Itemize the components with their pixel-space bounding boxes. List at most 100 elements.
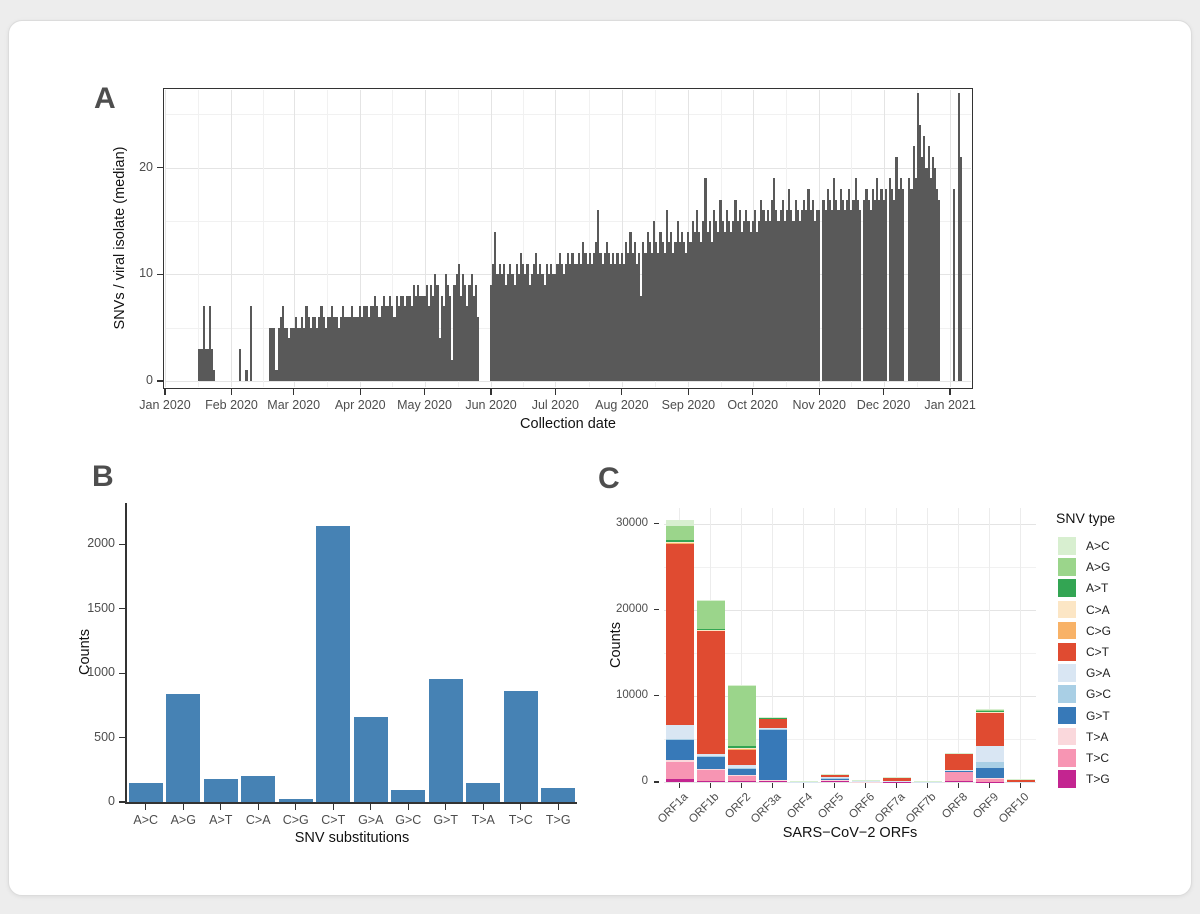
gridline-major (772, 508, 773, 782)
bar (249, 306, 252, 381)
bar (474, 284, 478, 381)
legend-item (1058, 537, 1128, 555)
bar (629, 231, 632, 381)
bar (203, 778, 238, 802)
bar-segment (665, 519, 694, 526)
bar (929, 178, 932, 381)
bar (773, 178, 776, 381)
legend-swatch (1058, 749, 1076, 767)
bar-segment (820, 774, 849, 778)
bar (429, 284, 433, 381)
legend-item (1058, 664, 1128, 682)
x-tick-label: Apr 2020 (334, 398, 386, 412)
y-tick-label: 10000 (616, 688, 648, 701)
bar-segment (665, 525, 694, 540)
gridline-minor (457, 90, 459, 387)
bar-segment (665, 779, 694, 782)
bar-segment (758, 729, 787, 780)
bar (682, 242, 686, 381)
x-tick-label: Feb 2020 (205, 398, 258, 412)
axis-line-x (125, 802, 577, 804)
bar-segment (665, 738, 694, 740)
bar (503, 691, 538, 802)
bar (401, 295, 405, 381)
bar (878, 199, 881, 381)
tick-mark (882, 389, 885, 395)
bar-segment (1006, 779, 1035, 782)
bar (689, 242, 692, 381)
bar (296, 327, 300, 381)
bar (281, 306, 285, 381)
bar (333, 316, 336, 381)
bar (391, 306, 394, 381)
legend-swatch (1058, 685, 1076, 703)
bar (307, 316, 310, 381)
tick-mark (895, 783, 898, 788)
bar (865, 188, 868, 381)
bar (427, 306, 430, 381)
bar (841, 199, 844, 381)
bar (751, 220, 754, 381)
bar (931, 156, 934, 381)
tick-mark (818, 389, 820, 395)
bar (584, 252, 587, 381)
bar-segment (975, 768, 1004, 779)
gridline-major (834, 508, 835, 782)
bar (382, 295, 385, 381)
bar (854, 178, 857, 381)
bar (785, 210, 789, 381)
gridline-major (621, 90, 623, 387)
bar (577, 252, 581, 381)
bar (311, 316, 315, 381)
bar-segment (758, 718, 787, 729)
bar (530, 274, 533, 381)
bar (936, 188, 939, 381)
x-tick-label: May 2020 (397, 398, 452, 412)
bar (815, 210, 819, 381)
bar (329, 316, 332, 381)
tick-mark (678, 783, 681, 788)
bar (893, 199, 896, 381)
bar (303, 327, 306, 381)
bar (539, 263, 542, 381)
bar (238, 348, 242, 381)
bar (781, 199, 784, 381)
bar (369, 306, 372, 381)
bar (695, 210, 699, 381)
bar (738, 210, 741, 381)
bar (399, 295, 403, 381)
bar (650, 252, 653, 381)
bar (432, 295, 435, 381)
bar-segment (696, 770, 725, 782)
bar-segment (696, 628, 725, 630)
bar (876, 178, 879, 381)
bar (309, 327, 312, 381)
gridline-minor (326, 90, 328, 387)
gridline-major (865, 508, 866, 782)
bar (715, 220, 718, 381)
bar (657, 252, 660, 381)
legend-swatch (1058, 727, 1076, 746)
bar (837, 210, 840, 381)
bar (472, 295, 475, 381)
bar (326, 316, 330, 381)
legend-swatch (1058, 706, 1076, 725)
bar-segment (696, 781, 725, 782)
bar (278, 798, 313, 802)
bar (391, 789, 426, 802)
bar (299, 327, 302, 381)
bar (588, 252, 591, 381)
bar (938, 199, 941, 381)
tick-mark (957, 783, 960, 788)
bar (344, 316, 347, 381)
x-tick-label: Oct 2020 (727, 398, 779, 412)
legend-item (1058, 706, 1128, 725)
bar (809, 210, 812, 381)
bar (241, 776, 276, 802)
bar-segment (727, 775, 756, 776)
bar (803, 199, 806, 381)
bar (672, 252, 675, 381)
legend-item (1058, 770, 1128, 788)
x-tick-label: G>T (433, 813, 459, 827)
